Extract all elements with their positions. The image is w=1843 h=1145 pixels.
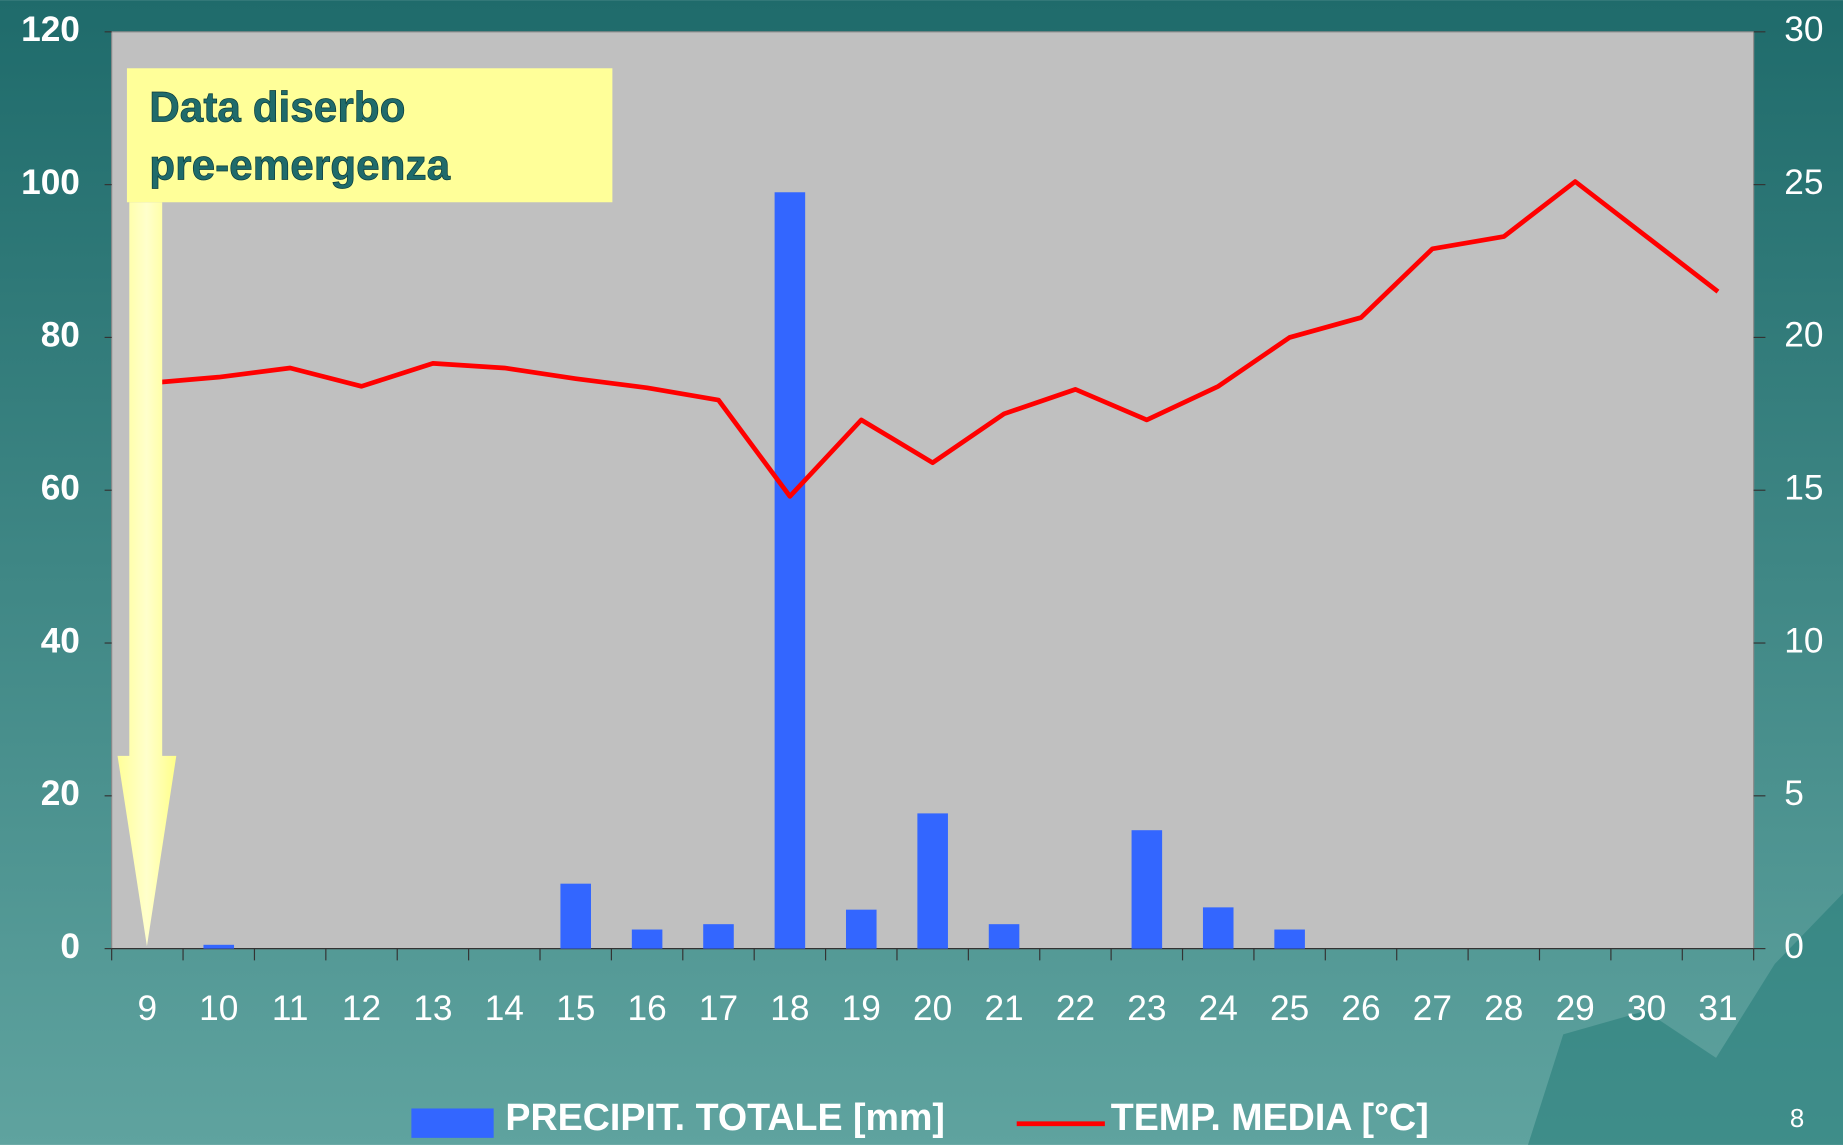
y-tick-label: 0 <box>60 927 80 966</box>
x-tick-label: 28 <box>1484 989 1523 1028</box>
y-tick-label: 40 <box>41 621 80 660</box>
bar <box>775 192 806 948</box>
bar <box>632 930 663 949</box>
y2-tick-label: 30 <box>1784 10 1823 49</box>
x-tick-label: 19 <box>842 989 881 1028</box>
x-tick-label: 20 <box>913 989 952 1028</box>
slide: 0 20 40 60 80 100 120 0 5 10 15 20 25 30 9 10 11 12 13 14 15… <box>0 0 1843 1145</box>
y2-tick-label: 0 <box>1784 927 1804 966</box>
legend-swatch <box>411 1108 493 1137</box>
y-tick-label: 20 <box>41 774 80 813</box>
y2-tick-label: 10 <box>1784 621 1823 660</box>
x-tick-label: 31 <box>1698 989 1737 1028</box>
legend-label: TEMP. MEDIA [°C] <box>1111 1096 1429 1138</box>
legend: PRECIPIT. TOTALE [mm] TEMP. MEDIA [°C] <box>411 1096 1428 1138</box>
x-tick-label: 15 <box>556 989 595 1028</box>
x-tick-label: 26 <box>1341 989 1380 1028</box>
x-tick-label: 29 <box>1556 989 1595 1028</box>
x-tick-label: 14 <box>485 989 524 1028</box>
annotation-text: Data diserbo <box>149 84 405 131</box>
bar <box>1203 907 1234 948</box>
bar <box>1274 930 1305 949</box>
bar <box>989 924 1020 948</box>
bar <box>917 813 948 948</box>
x-tick-label: 24 <box>1199 989 1238 1028</box>
x-tick-label: 9 <box>138 989 158 1028</box>
x-tick-label: 16 <box>627 989 666 1028</box>
y-tick-label: 60 <box>41 469 80 508</box>
x-tick-label: 23 <box>1127 989 1166 1028</box>
annotation-text: pre-emergenza <box>149 141 450 188</box>
x-tick-label: 11 <box>272 989 309 1028</box>
x-tick-label: 25 <box>1270 989 1309 1028</box>
x-tick-label: 17 <box>699 989 738 1028</box>
x-tick-label: 22 <box>1056 989 1095 1028</box>
x-tick-label: 10 <box>199 989 238 1028</box>
legend-label: PRECIPIT. TOTALE [mm] <box>505 1096 945 1138</box>
x-tick-label: 13 <box>413 989 452 1028</box>
x-tick-label: 18 <box>770 989 809 1028</box>
y2-tick-label: 25 <box>1784 163 1823 202</box>
x-tick-label: 21 <box>984 989 1023 1028</box>
x-tick-label: 27 <box>1413 989 1452 1028</box>
slide-number: 8 <box>1790 1105 1804 1133</box>
bar <box>846 910 877 949</box>
bar <box>703 924 734 948</box>
bar <box>1132 830 1163 948</box>
y-tick-label: 120 <box>21 10 80 49</box>
y2-tick-label: 5 <box>1784 774 1804 813</box>
y-tick-label: 100 <box>21 163 80 202</box>
y-tick-label: 80 <box>41 316 80 355</box>
x-tick-label: 30 <box>1627 989 1666 1028</box>
bar <box>560 884 591 949</box>
x-tick-label: 12 <box>342 989 381 1028</box>
y2-tick-label: 15 <box>1784 469 1823 508</box>
bar <box>203 945 234 949</box>
y2-tick-label: 20 <box>1784 316 1823 355</box>
